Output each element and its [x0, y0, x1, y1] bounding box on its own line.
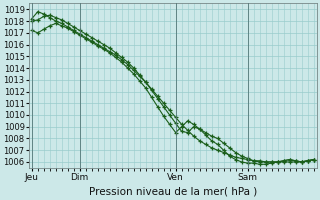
- X-axis label: Pression niveau de la mer( hPa ): Pression niveau de la mer( hPa ): [89, 187, 257, 197]
